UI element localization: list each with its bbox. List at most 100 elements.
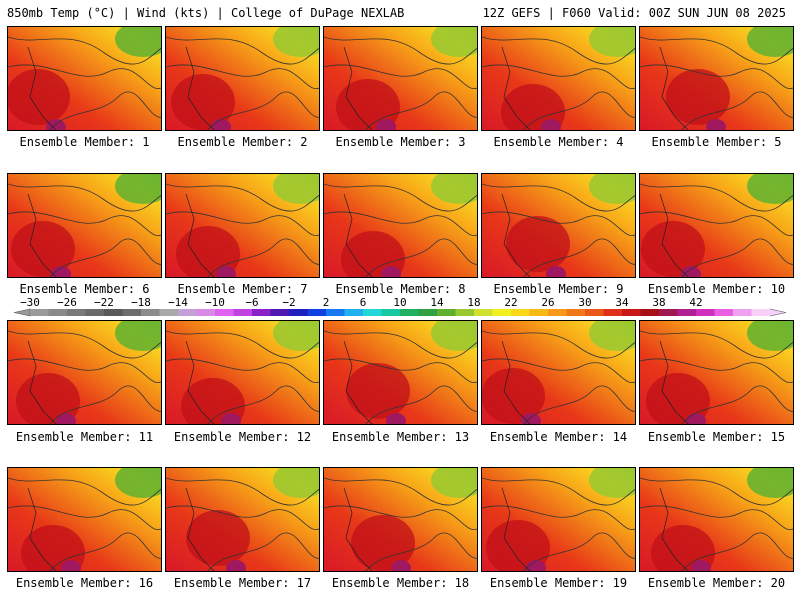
colorbar-swatch bbox=[437, 309, 456, 316]
ensemble-label: Ensemble Member: 4 bbox=[493, 135, 624, 149]
ensemble-label: Ensemble Member: 8 bbox=[335, 282, 466, 296]
colorbar-tick-label: 42 bbox=[689, 297, 702, 309]
ensemble-map-17 bbox=[165, 467, 320, 572]
colorbar-swatch bbox=[252, 309, 271, 316]
colorbar-swatch bbox=[363, 309, 382, 316]
ensemble-label: Ensemble Member: 17 bbox=[173, 576, 312, 590]
ensemble-label: Ensemble Member: 20 bbox=[647, 576, 786, 590]
colorbar-swatch bbox=[455, 309, 475, 316]
colorbar-tick-label: −14 bbox=[168, 297, 188, 309]
ensemble-map-14 bbox=[481, 320, 636, 425]
ensemble-label: Ensemble Member: 5 bbox=[651, 135, 782, 149]
ensemble-label: Ensemble Member: 10 bbox=[647, 282, 786, 296]
temperature-colorbar: −30 −26 −22 −18 −14 −10 −6 −2 2 6 10 14 18 22 26 30 34 38… bbox=[13, 297, 787, 317]
colorbar-tick-label: 34 bbox=[615, 297, 629, 309]
ensemble-label: Ensemble Member: 3 bbox=[335, 135, 466, 149]
colorbar-tick-label: −6 bbox=[245, 297, 258, 309]
colorbar-tick-label: 6 bbox=[360, 297, 367, 309]
colorbar-swatch bbox=[751, 309, 771, 316]
colorbar-tick-label: 38 bbox=[652, 297, 665, 309]
colorbar-swatch bbox=[196, 309, 216, 316]
colorbar-swatch bbox=[622, 309, 641, 316]
run-valid-time: 12Z GEFS | F060 Valid: 00Z SUN JUN 08 20… bbox=[482, 6, 786, 20]
colorbar-swatch bbox=[67, 309, 86, 316]
ensemble-label: Ensemble Member: 14 bbox=[489, 430, 628, 444]
colorbar-swatch bbox=[381, 309, 401, 316]
ensemble-map-20 bbox=[639, 467, 794, 572]
ensemble-label: Ensemble Member: 7 bbox=[177, 282, 308, 296]
colorbar-swatch bbox=[677, 309, 697, 316]
ensemble-label: Ensemble Member: 11 bbox=[15, 430, 154, 444]
ensemble-map-18 bbox=[323, 467, 478, 572]
ensemble-map-19 bbox=[481, 467, 636, 572]
colorbar-arrow-high bbox=[769, 308, 787, 317]
colorbar-swatch bbox=[733, 309, 752, 316]
ensemble-label: Ensemble Member: 2 bbox=[177, 135, 308, 149]
colorbar-swatch bbox=[159, 309, 179, 316]
ensemble-map-9 bbox=[481, 173, 636, 278]
colorbar-tick-label: −10 bbox=[205, 297, 225, 309]
colorbar-swatch bbox=[566, 309, 586, 316]
map-title: 850mb Temp (°C) | Wind (kts) | College o… bbox=[7, 6, 405, 20]
ensemble-map-7 bbox=[165, 173, 320, 278]
colorbar-tick-label: −30 bbox=[20, 297, 40, 309]
ensemble-label: Ensemble Member: 16 bbox=[15, 576, 154, 590]
ensemble-label: Ensemble Member: 18 bbox=[331, 576, 470, 590]
ensemble-map-5 bbox=[639, 26, 794, 131]
colorbar-swatch bbox=[344, 309, 364, 316]
colorbar-tick-label: 14 bbox=[430, 297, 444, 309]
colorbar-swatch bbox=[289, 309, 308, 316]
colorbar-tick-label: −2 bbox=[282, 297, 295, 309]
colorbar-tick-label: −26 bbox=[57, 297, 77, 309]
colorbar-swatch bbox=[30, 309, 49, 316]
ensemble-label: Ensemble Member: 9 bbox=[493, 282, 624, 296]
colorbar-tick-label: −18 bbox=[131, 297, 151, 309]
ensemble-map-15 bbox=[639, 320, 794, 425]
ensemble-map-12 bbox=[165, 320, 320, 425]
colorbar-swatch bbox=[529, 309, 549, 316]
colorbar-tick-label: 18 bbox=[467, 297, 480, 309]
colorbar-swatch bbox=[104, 309, 123, 316]
colorbar-swatch bbox=[215, 309, 234, 316]
ensemble-map-2 bbox=[165, 26, 320, 131]
colorbar-swatch bbox=[640, 309, 660, 316]
ensemble-map-13 bbox=[323, 320, 478, 425]
ensemble-map-3 bbox=[323, 26, 478, 131]
ensemble-map-8 bbox=[323, 173, 478, 278]
colorbar-arrow-low bbox=[13, 308, 31, 317]
ensemble-map-11 bbox=[7, 320, 162, 425]
ensemble-label: Ensemble Member: 12 bbox=[173, 430, 312, 444]
ensemble-map-16 bbox=[7, 467, 162, 572]
colorbar-swatch bbox=[233, 309, 253, 316]
colorbar-swatch bbox=[603, 309, 623, 316]
ensemble-label: Ensemble Member: 19 bbox=[489, 576, 628, 590]
colorbar-swatch bbox=[585, 309, 604, 316]
colorbar-swatch bbox=[714, 309, 734, 316]
colorbar-swatch bbox=[492, 309, 512, 316]
colorbar-swatch bbox=[511, 309, 530, 316]
ensemble-label: Ensemble Member: 6 bbox=[19, 282, 150, 296]
colorbar-tick-label: −22 bbox=[94, 297, 114, 309]
colorbar-swatch bbox=[85, 309, 105, 316]
colorbar-swatch bbox=[400, 309, 419, 316]
ensemble-label: Ensemble Member: 1 bbox=[19, 135, 150, 149]
colorbar-swatch bbox=[141, 309, 160, 316]
ensemble-map-10 bbox=[639, 173, 794, 278]
colorbar-tick-label: 26 bbox=[541, 297, 554, 309]
ensemble-label: Ensemble Member: 13 bbox=[331, 430, 470, 444]
colorbar-swatch bbox=[122, 309, 142, 316]
colorbar-swatch bbox=[418, 309, 438, 316]
colorbar-swatch bbox=[659, 309, 678, 316]
colorbar-swatch bbox=[270, 309, 290, 316]
ensemble-map-6 bbox=[7, 173, 162, 278]
ensemble-map-1 bbox=[7, 26, 162, 131]
colorbar-swatch bbox=[307, 309, 327, 316]
ensemble-map-4 bbox=[481, 26, 636, 131]
colorbar-tick-label: 2 bbox=[323, 297, 330, 309]
colorbar-swatch bbox=[474, 309, 493, 316]
colorbar-tick-label: 30 bbox=[578, 297, 591, 309]
colorbar-swatch bbox=[178, 309, 197, 316]
colorbar-tick-label: 10 bbox=[393, 297, 406, 309]
colorbar-swatch bbox=[548, 309, 567, 316]
colorbar-swatch bbox=[326, 309, 345, 316]
